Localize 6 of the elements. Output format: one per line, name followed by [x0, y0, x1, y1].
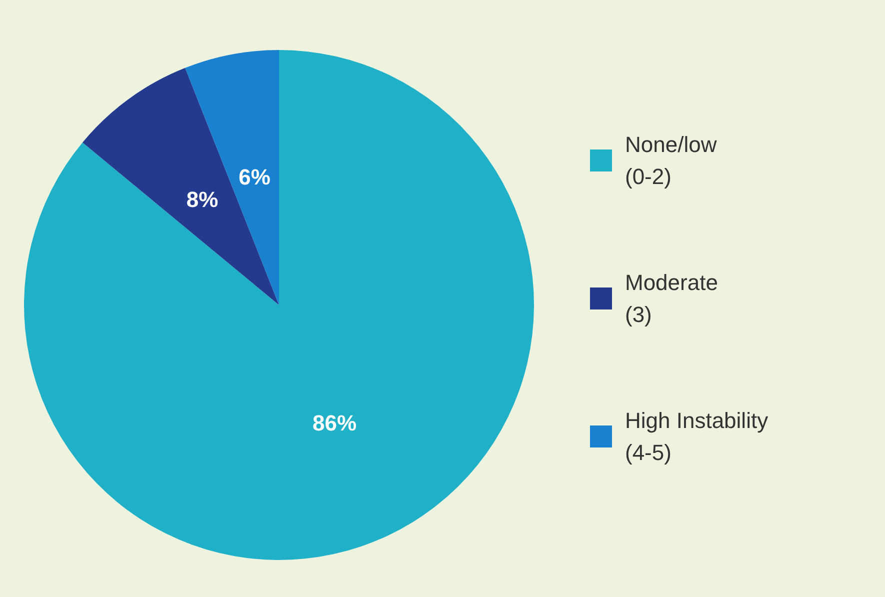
data-label: 6%	[238, 164, 270, 190]
legend-label: High Instability (4-5)	[625, 408, 768, 465]
data-label: 86%	[312, 410, 357, 436]
legend-label: Moderate (3)	[625, 270, 718, 327]
legend-label: None/low (0-2)	[625, 132, 717, 189]
data-label: 8%	[186, 186, 218, 212]
